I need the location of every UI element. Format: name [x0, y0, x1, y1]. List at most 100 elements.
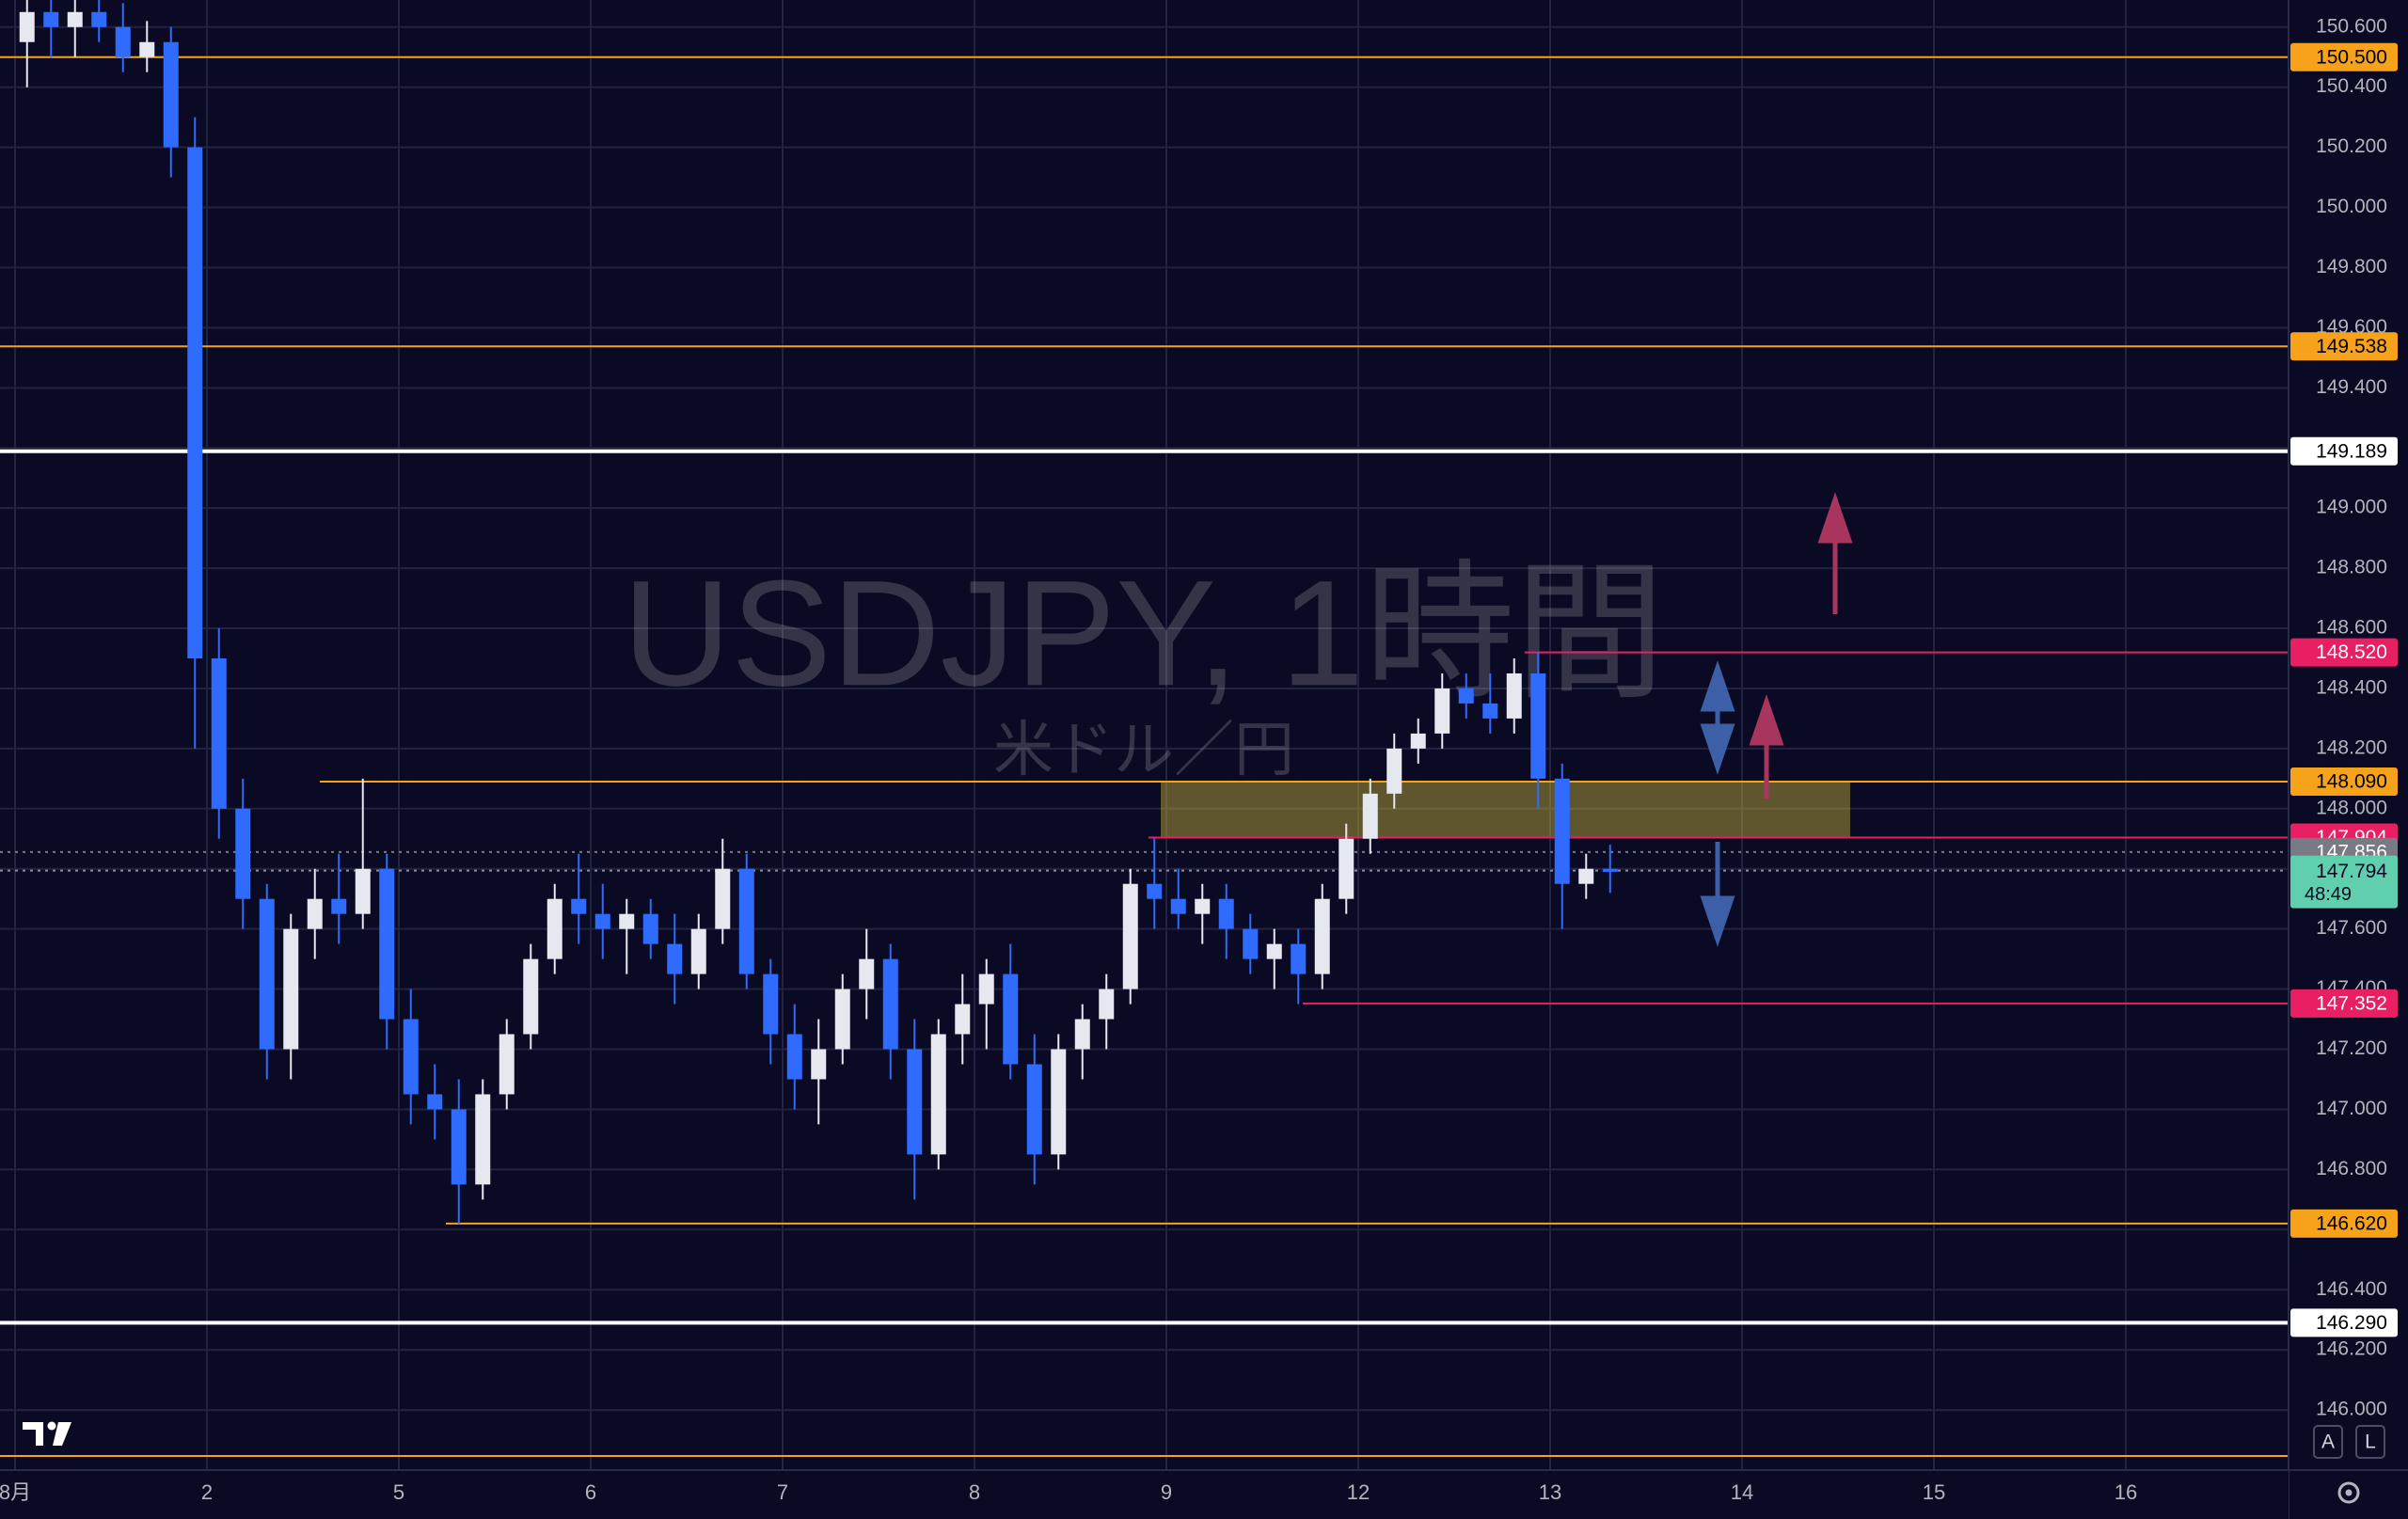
y-tick-label: 146.800 — [2316, 1158, 2387, 1179]
x-tick-label: 15 — [1923, 1480, 1945, 1504]
candle-body — [235, 808, 251, 899]
candle-body — [978, 973, 994, 1005]
candle-body — [1410, 733, 1426, 749]
price-axis — [2289, 0, 2408, 1519]
x-tick-label: 16 — [2115, 1480, 2137, 1504]
candle-body — [763, 973, 779, 1035]
candle-body — [67, 11, 83, 27]
candle-body — [834, 989, 850, 1050]
candle-body — [163, 41, 179, 148]
price-badge-label: 146.620 — [2316, 1212, 2387, 1234]
candle-body — [786, 1034, 802, 1080]
candle-body — [1362, 793, 1378, 839]
y-tick-label: 148.200 — [2316, 736, 2387, 758]
candle-body — [619, 913, 635, 929]
up-arrow — [1817, 492, 1853, 614]
candle-body — [1434, 688, 1450, 734]
candle-body — [1122, 883, 1138, 989]
x-tick-label: 7 — [777, 1480, 788, 1504]
scale-button[interactable] — [2355, 1425, 2385, 1459]
price-badge-label: 148.090 — [2316, 771, 2387, 793]
candle-body — [1291, 943, 1307, 974]
y-tick-label: 149.400 — [2316, 376, 2387, 398]
x-tick-label: 9 — [1161, 1480, 1172, 1504]
candle-body — [1506, 672, 1522, 719]
candle-body — [1458, 688, 1474, 704]
candle-body — [882, 958, 898, 1050]
candle-body — [594, 913, 610, 929]
candle-body — [1482, 703, 1498, 719]
y-tick-label: 150.400 — [2316, 75, 2387, 97]
price-badge-label: 146.290 — [2316, 1312, 2387, 1334]
price-badge — [2290, 767, 2398, 797]
candle-body — [211, 657, 227, 809]
price-badge-label: 149.189 — [2316, 440, 2387, 462]
candle-body — [187, 147, 203, 658]
candle-body — [403, 1019, 419, 1095]
candle-body — [451, 1109, 467, 1185]
candle-body — [499, 1034, 515, 1095]
y-tick-label: 147.200 — [2316, 1037, 2387, 1059]
candle-body — [1314, 898, 1330, 974]
scale-button-label[interactable]: A — [2321, 1432, 2335, 1453]
y-tick-label: 147.000 — [2316, 1098, 2387, 1119]
candle-body — [859, 958, 875, 989]
candle-body — [259, 898, 275, 1050]
candle-body — [690, 928, 706, 974]
x-tick-label: 2 — [201, 1480, 213, 1504]
candle-body — [930, 1034, 946, 1155]
candle-body — [283, 928, 299, 1050]
candle-body — [738, 868, 754, 974]
candle-body — [1554, 778, 1570, 884]
price-badge — [2290, 1209, 2398, 1238]
candle-body — [1026, 1064, 1042, 1155]
candle-body — [1074, 1019, 1090, 1050]
candle-body — [139, 41, 155, 57]
y-tick-label: 147.600 — [2316, 917, 2387, 939]
x-tick-label: 6 — [585, 1480, 596, 1504]
candle-body — [1051, 1049, 1067, 1155]
x-tick-label: 12 — [1347, 1480, 1370, 1504]
candle-body — [907, 1049, 923, 1155]
candle-body — [1243, 928, 1259, 959]
price-badge-label: 147.352 — [2316, 992, 2387, 1014]
double-arrow — [1700, 660, 1735, 775]
candle-body — [115, 26, 131, 57]
candle-body — [955, 1004, 971, 1035]
price-badge — [2290, 332, 2398, 361]
settings-icon-center — [2345, 1489, 2353, 1496]
candle-body — [475, 1094, 491, 1185]
y-tick-label: 150.000 — [2316, 196, 2387, 217]
candle-body — [43, 11, 59, 27]
down-arrow — [1700, 842, 1735, 947]
candle-body — [1339, 838, 1354, 899]
candle-body — [571, 898, 587, 914]
candle-body — [1099, 989, 1115, 1020]
x-tick-label: 8月 — [0, 1480, 31, 1504]
price-badge-label: 149.538 — [2316, 336, 2387, 357]
y-tick-label: 146.400 — [2316, 1278, 2387, 1300]
candle-body — [1530, 672, 1546, 779]
settings-icon[interactable] — [2337, 1481, 2360, 1504]
y-tick-label: 148.800 — [2316, 557, 2387, 578]
candle-body — [1386, 748, 1402, 794]
y-tick-label: 146.200 — [2316, 1338, 2387, 1360]
candle-body — [1218, 898, 1234, 929]
up-arrow — [1749, 694, 1784, 799]
scale-button-label[interactable]: L — [2365, 1432, 2376, 1453]
price-badge-label: 150.500 — [2316, 46, 2387, 68]
tv-logo — [23, 1421, 71, 1446]
candle-body — [523, 958, 539, 1035]
scale-button[interactable] — [2313, 1425, 2343, 1459]
candle-body — [427, 1094, 443, 1110]
y-tick-label: 146.000 — [2316, 1399, 2387, 1420]
x-tick-label: 8 — [969, 1480, 980, 1504]
candle-body — [379, 868, 395, 1020]
candle-body — [715, 868, 731, 929]
zone-layer — [1161, 782, 1850, 838]
candle-body — [667, 943, 683, 974]
zone — [1161, 782, 1850, 838]
candle-body — [19, 11, 35, 42]
